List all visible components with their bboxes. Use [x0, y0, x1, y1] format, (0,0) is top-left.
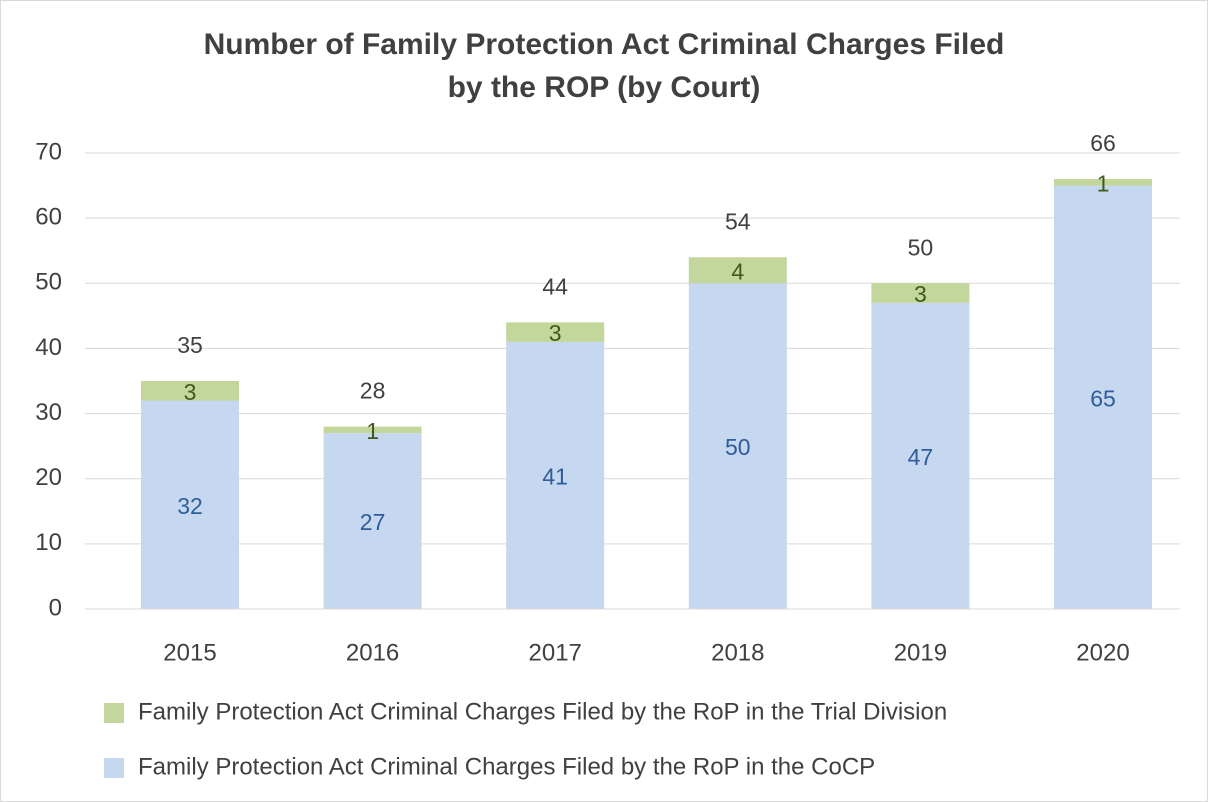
total-label: 35: [177, 332, 203, 358]
bar-segment: [1054, 185, 1152, 610]
bar-segment: [323, 426, 422, 434]
value-label: 47: [908, 444, 934, 470]
bar-segment: [141, 381, 239, 401]
x-tick-label: 2015: [163, 639, 216, 666]
bar-segment: [871, 283, 970, 303]
value-label: 3: [184, 379, 197, 405]
total-label: 50: [908, 234, 934, 260]
y-tick-label: 70: [35, 138, 62, 165]
bar-segment: [506, 322, 605, 342]
x-tick-label: 2019: [894, 639, 947, 666]
y-tick-label: 50: [35, 269, 62, 296]
y-tick-label: 10: [35, 529, 62, 556]
bar-segment: [688, 283, 787, 609]
legend-swatch: [104, 703, 124, 723]
value-label: 4: [731, 258, 744, 284]
x-tick-label: 2020: [1076, 639, 1129, 666]
bar-segment: [688, 257, 787, 284]
value-label: 65: [1090, 385, 1116, 411]
total-label: 44: [542, 273, 568, 299]
bar-segment: [506, 341, 605, 609]
value-label: 41: [542, 464, 568, 490]
total-label: 28: [360, 378, 386, 404]
y-tick-label: 20: [35, 464, 62, 491]
y-tick-label: 30: [35, 399, 62, 426]
bar-segment: [871, 302, 970, 609]
legend-label: Family Protection Act Criminal Charges F…: [138, 753, 875, 780]
y-tick-label: 0: [49, 594, 62, 621]
legend-swatch: [104, 758, 124, 778]
total-label: 54: [725, 208, 751, 234]
value-label: 1: [1097, 170, 1110, 196]
chart-subtitle: by the ROP (by Court): [448, 71, 761, 104]
value-label: 50: [725, 434, 751, 460]
y-tick-label: 40: [35, 334, 62, 361]
value-label: 32: [177, 493, 203, 519]
bar-segment: [1054, 179, 1152, 186]
x-tick-label: 2017: [529, 639, 582, 666]
bar-segment: [323, 433, 422, 609]
y-tick-label: 60: [35, 203, 62, 230]
x-tick-label: 2018: [711, 639, 764, 666]
value-label: 1: [366, 418, 379, 444]
value-label: 3: [549, 320, 562, 346]
value-label: 3: [914, 281, 927, 307]
bar-segment: [141, 400, 239, 609]
legend-label: Family Protection Act Criminal Charges F…: [138, 698, 947, 725]
total-label: 66: [1090, 130, 1116, 156]
x-tick-label: 2016: [346, 639, 399, 666]
value-label: 27: [360, 509, 386, 535]
chart-title: Number of Family Protection Act Criminal…: [204, 28, 1005, 61]
